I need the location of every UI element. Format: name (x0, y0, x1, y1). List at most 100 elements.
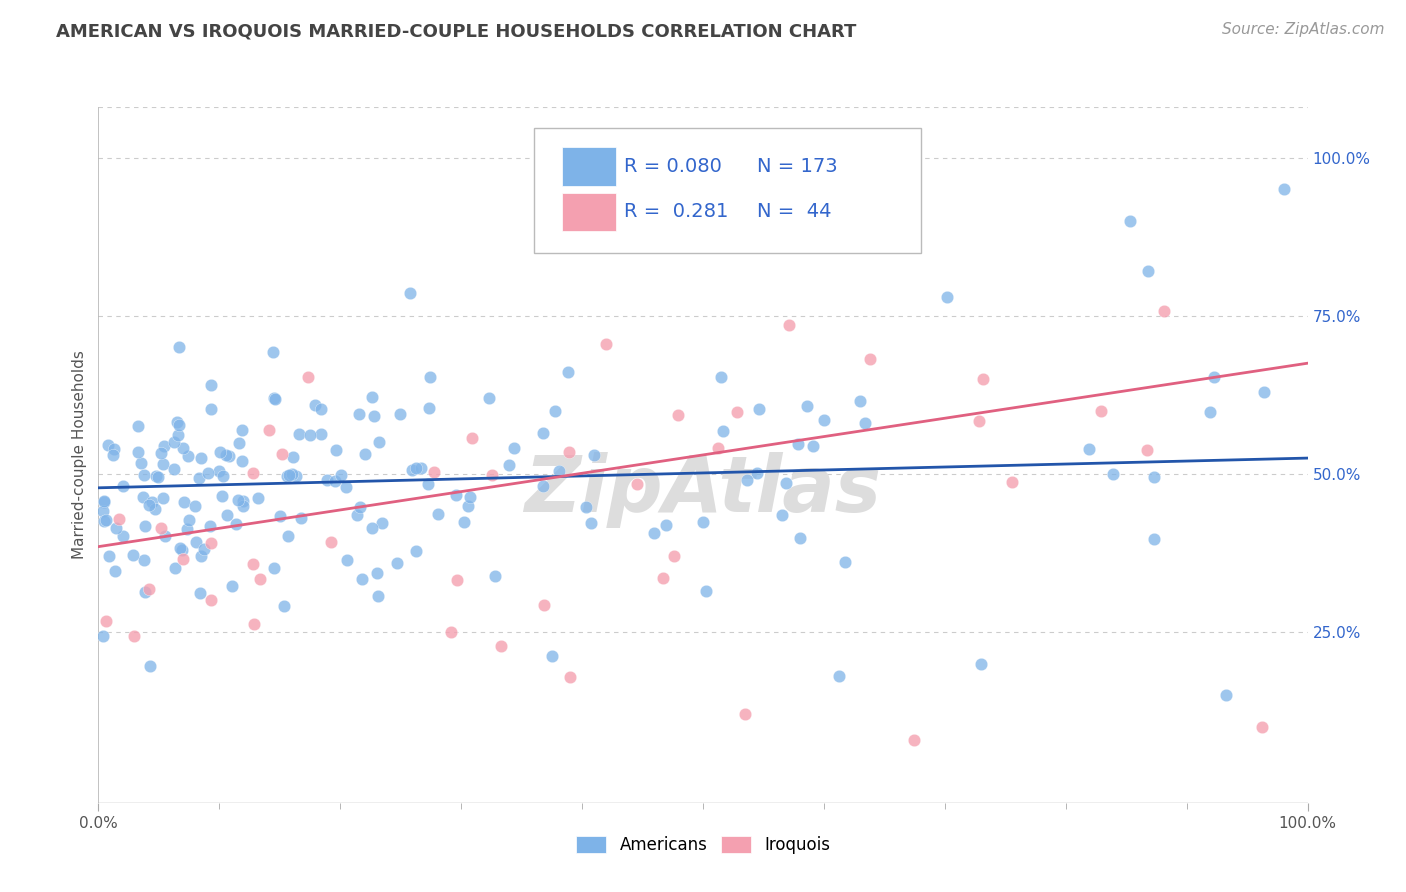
Point (967, 414, 990, 428)
FancyBboxPatch shape (534, 128, 921, 253)
Point (173, 494, 195, 508)
Point (231, 454, 253, 468)
Point (169, 417, 191, 432)
Point (309, 401, 332, 416)
Point (187, 471, 209, 485)
Point (97, 438, 120, 452)
Point (349, 500, 371, 515)
Point (188, 586, 211, 600)
Point (93, 495, 115, 509)
Point (138, 498, 160, 512)
Point (273, 599, 295, 614)
Point (304, 398, 326, 412)
Point (859, 351, 882, 366)
Point (582, 448, 605, 462)
Point (152, 491, 174, 505)
Point (1198, 405, 1220, 419)
Point (457, 499, 479, 513)
Point (748, 402, 770, 417)
Point (167, 340, 190, 354)
Point (533, 598, 555, 612)
Point (221, 579, 243, 593)
Point (319, 535, 342, 549)
Point (225, 517, 247, 532)
Point (853, 416, 876, 430)
Point (770, 508, 793, 523)
Point (354, 447, 377, 461)
Point (170, 543, 193, 558)
Point (149, 521, 172, 535)
Point (177, 450, 200, 464)
Point (1102, 467, 1125, 481)
Point (277, 468, 299, 483)
Point (846, 239, 869, 253)
Point (104, 564, 127, 578)
Point (190, 450, 212, 465)
Point (193, 542, 215, 557)
Point (246, 491, 269, 506)
Point (97, 549, 120, 563)
Text: AMERICAN VS IROQUOIS MARRIED-COUPLE HOUSEHOLDS CORRELATION CHART: AMERICAN VS IROQUOIS MARRIED-COUPLE HOUS… (56, 22, 856, 40)
Point (243, 616, 266, 631)
Point (122, 548, 145, 562)
Point (595, 337, 617, 351)
Point (361, 521, 384, 535)
Point (695, 584, 717, 599)
Point (626, 476, 648, 491)
Point (897, 182, 920, 196)
Point (399, 285, 422, 300)
Point (366, 566, 388, 580)
Point (789, 531, 811, 545)
Point (491, 640, 513, 654)
Point (134, 585, 156, 599)
Point (548, 464, 571, 478)
Point (387, 556, 409, 570)
Point (323, 474, 346, 488)
Point (127, 419, 149, 434)
Point (200, 378, 222, 392)
Point (94, 615, 117, 629)
Point (478, 391, 501, 405)
Point (1135, 442, 1157, 457)
Point (166, 415, 188, 429)
Point (262, 344, 284, 359)
Point (232, 499, 254, 513)
Point (228, 492, 250, 507)
Point (228, 436, 250, 450)
Point (242, 557, 264, 571)
Text: Source: ZipAtlas.com: Source: ZipAtlas.com (1222, 22, 1385, 37)
Point (557, 364, 579, 378)
Point (801, 439, 824, 453)
Point (217, 508, 239, 522)
Point (1001, 475, 1024, 489)
Point (778, 318, 800, 332)
Point (349, 407, 371, 421)
Point (440, 625, 463, 640)
Point (143, 502, 166, 516)
Point (360, 390, 382, 404)
Point (150, 446, 173, 460)
Point (972, 372, 994, 386)
Point (346, 508, 368, 523)
Point (259, 423, 281, 437)
Point (725, 405, 748, 419)
Point (153, 529, 176, 543)
Point (276, 469, 298, 483)
Point (662, 549, 685, 564)
Point (138, 582, 160, 596)
Point (177, 513, 200, 527)
Point (211, 468, 233, 483)
Point (710, 370, 733, 384)
Point (655, 517, 678, 532)
Point (531, 425, 554, 440)
Legend: Americans, Iroquois: Americans, Iroquois (569, 829, 837, 861)
Point (277, 528, 299, 542)
Point (169, 541, 191, 556)
Point (498, 458, 520, 472)
Point (263, 391, 285, 405)
Text: R =  0.281: R = 0.281 (624, 202, 728, 221)
Y-axis label: Married-couple Households: Married-couple Households (72, 351, 87, 559)
Point (271, 447, 294, 461)
Point (558, 444, 581, 458)
Point (828, 669, 851, 683)
